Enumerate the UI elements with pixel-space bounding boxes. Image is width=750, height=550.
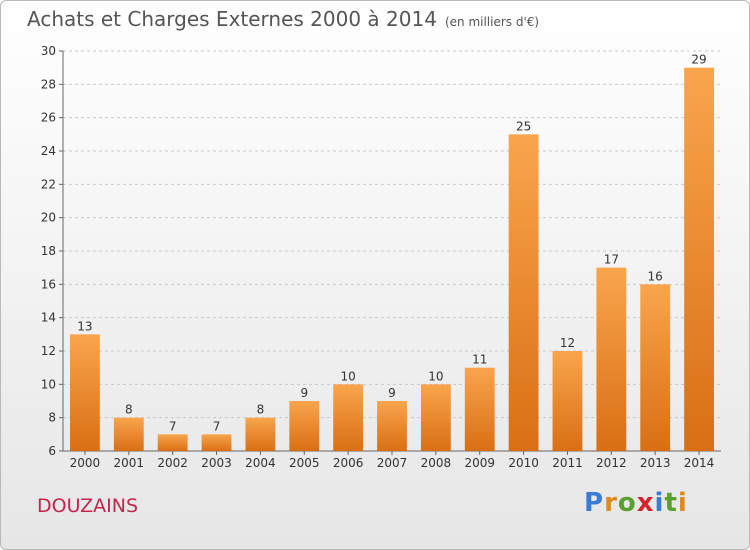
data-label-2010: 25 <box>516 119 531 133</box>
x-tick-label-2014: 2014 <box>684 456 715 470</box>
data-label-2012: 17 <box>604 253 619 267</box>
bar-2010 <box>508 134 539 452</box>
x-tick-label-2001: 2001 <box>114 456 145 470</box>
x-tick-label-2004: 2004 <box>245 456 276 470</box>
x-tick-label-2008: 2008 <box>421 456 452 470</box>
brand-letter: t <box>664 488 678 518</box>
brand-letter: i <box>677 488 688 518</box>
y-tick-labels: 6 8 10 12 14 16 18 20 22 24 26 28 30 <box>41 44 56 458</box>
bar-2012 <box>596 267 627 451</box>
x-tick-label-2012: 2012 <box>596 456 627 470</box>
x-tick-label-2005: 2005 <box>289 456 320 470</box>
x-tick-label-2002: 2002 <box>157 456 188 470</box>
y-tick-label: 20 <box>41 211 56 225</box>
bar-2007 <box>377 401 407 451</box>
y-tick-label: 28 <box>41 77 56 91</box>
bar-2000 <box>70 334 100 451</box>
bar-2009 <box>464 367 495 451</box>
y-tick-label: 14 <box>41 311 56 325</box>
bar-2004 <box>245 417 276 451</box>
chart-subtitle: (en milliers d'€) <box>444 15 540 29</box>
bar-2006 <box>333 384 364 451</box>
bar-2005 <box>289 401 320 451</box>
y-tick-label: 26 <box>41 111 56 125</box>
data-label-2014: 29 <box>691 53 706 67</box>
x-tick-label-2007: 2007 <box>377 456 408 470</box>
data-label-2007: 9 <box>388 386 396 400</box>
y-tick-label: 24 <box>41 144 56 158</box>
x-tick-label-2003: 2003 <box>201 456 232 470</box>
y-tick-label: 22 <box>41 177 56 191</box>
data-label-2005: 9 <box>300 386 308 400</box>
brand-letter: i <box>654 488 665 518</box>
data-labels: 13 8 7 7 8 9 10 9 10 11 25 12 17 16 29 <box>77 53 706 434</box>
x-tick-label-2009: 2009 <box>464 456 495 470</box>
x-tick-label-2000: 2000 <box>70 456 101 470</box>
x-tick-label-2010: 2010 <box>508 456 539 470</box>
data-label-2002: 7 <box>169 419 177 433</box>
y-tick-label: 18 <box>41 244 56 258</box>
brand-letter: x <box>636 488 655 518</box>
bar-2001 <box>113 417 144 451</box>
brand-letter: o <box>617 488 637 518</box>
bar-2008 <box>420 384 451 451</box>
y-tick-label: 6 <box>48 444 56 458</box>
data-label-2013: 16 <box>648 269 663 283</box>
chart-title: Achats et Charges Externes 2000 à 2014 (e… <box>27 7 539 31</box>
y-tick-label: 12 <box>41 344 56 358</box>
proxiti-logo: Proxiti <box>584 488 688 518</box>
x-tick-labels: 2000 2001 2002 2003 2004 2005 2006 2007 2008 2009… <box>70 456 715 470</box>
y-tick-label: 8 <box>48 411 56 425</box>
bar-2011 <box>552 351 583 451</box>
data-label-2006: 10 <box>340 369 355 383</box>
bars <box>70 67 714 452</box>
chart-title-text: Achats et Charges Externes 2000 à 2014 <box>27 7 437 31</box>
data-label-2008: 10 <box>428 369 443 383</box>
data-label-2011: 12 <box>560 336 575 350</box>
bar-2014 <box>684 67 714 452</box>
data-label-2009: 11 <box>472 353 487 367</box>
data-label-2000: 13 <box>77 319 92 333</box>
bar-2013 <box>640 284 671 451</box>
x-tick-label-2011: 2011 <box>552 456 583 470</box>
brand-letter: r <box>604 488 618 518</box>
bar-2002 <box>157 434 188 451</box>
y-tick-label: 30 <box>41 44 56 58</box>
x-tick-label-2006: 2006 <box>333 456 364 470</box>
y-tick-label: 10 <box>41 377 56 391</box>
data-label-2003: 7 <box>213 419 221 433</box>
data-label-2001: 8 <box>125 403 133 417</box>
x-tick-label-2013: 2013 <box>640 456 671 470</box>
y-tick-label: 16 <box>41 277 56 291</box>
commune-name: DOUZAINS <box>37 495 139 517</box>
data-label-2004: 8 <box>257 403 265 417</box>
brand-letter: P <box>584 488 605 518</box>
bar-2003 <box>201 434 232 451</box>
